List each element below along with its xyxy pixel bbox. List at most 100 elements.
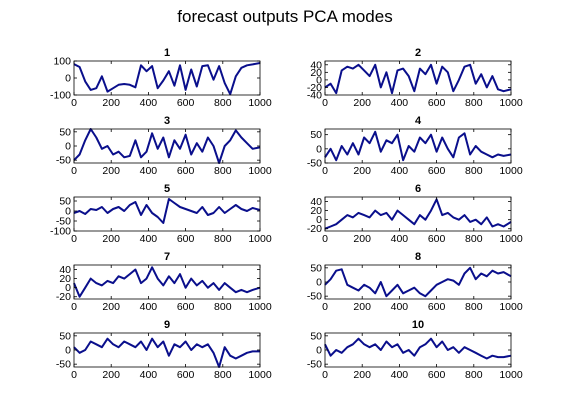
axes-box xyxy=(73,128,261,164)
x-tick-label: 0 xyxy=(322,165,328,177)
y-tick-label: -20 xyxy=(307,82,322,94)
x-tick-label: 0 xyxy=(71,233,77,245)
x-tick-label: 800 xyxy=(465,369,483,381)
x-tick-label: 800 xyxy=(214,369,232,381)
y-tick-label: 50 xyxy=(59,330,71,342)
x-tick-label: 1000 xyxy=(248,301,272,313)
x-tick-label: 1000 xyxy=(248,97,272,109)
series-line xyxy=(324,130,512,162)
x-tick-label: 200 xyxy=(102,97,120,109)
x-tick-label: 0 xyxy=(71,369,77,381)
x-tick-label: 400 xyxy=(391,301,409,313)
y-tick-label: 50 xyxy=(310,330,322,342)
y-tick-label: 50 xyxy=(59,196,71,208)
x-tick-label: 800 xyxy=(465,165,483,177)
x-tick-label: 200 xyxy=(353,369,371,381)
x-tick-label: 0 xyxy=(322,97,328,109)
axes-box xyxy=(73,196,261,232)
y-tick-label: 40 xyxy=(310,196,322,208)
axes-box xyxy=(73,264,261,300)
x-tick-label: 800 xyxy=(214,165,232,177)
subplot-title: 4 xyxy=(415,115,422,127)
x-tick-label: 0 xyxy=(322,369,328,381)
x-tick-label: 600 xyxy=(177,233,195,245)
x-tick-label: 1000 xyxy=(499,97,523,109)
x-tick-label: 800 xyxy=(214,301,232,313)
subplot-title: 10 xyxy=(412,319,424,331)
x-tick-label: 1000 xyxy=(499,233,523,245)
series-line xyxy=(73,62,261,96)
subplot-title: 1 xyxy=(164,47,170,59)
x-tick-label: 600 xyxy=(177,165,195,177)
subplot-title: 8 xyxy=(415,251,421,263)
x-tick-label: 400 xyxy=(391,233,409,245)
x-tick-label: 400 xyxy=(140,369,158,381)
series-line xyxy=(324,198,512,230)
x-tick-label: 600 xyxy=(177,301,195,313)
y-tick-label: -20 xyxy=(307,223,322,235)
x-tick-label: 600 xyxy=(428,165,446,177)
y-tick-label: 0 xyxy=(316,277,322,289)
x-tick-label: 800 xyxy=(465,97,483,109)
axes-box xyxy=(324,196,512,232)
y-tick-label: -50 xyxy=(56,359,71,371)
y-tick-label: 50 xyxy=(310,262,322,274)
x-tick-label: 200 xyxy=(102,369,120,381)
x-tick-label: 600 xyxy=(428,369,446,381)
x-tick-label: 400 xyxy=(391,97,409,109)
x-tick-label: 1000 xyxy=(499,165,523,177)
x-tick-label: 0 xyxy=(322,233,328,245)
figure-title: forecast outputs PCA modes xyxy=(177,7,392,26)
series-line xyxy=(73,128,261,164)
y-tick-label: 0 xyxy=(65,141,71,153)
series-line xyxy=(324,266,512,298)
axes-box xyxy=(324,128,512,164)
x-tick-label: 400 xyxy=(391,165,409,177)
y-tick-label: 50 xyxy=(59,126,71,138)
series-line xyxy=(73,337,260,368)
x-tick-label: 400 xyxy=(140,97,158,109)
y-tick-label: -50 xyxy=(56,155,71,167)
y-tick-label: 0 xyxy=(65,282,71,294)
y-tick-label: -50 xyxy=(307,158,322,170)
x-tick-label: 200 xyxy=(353,97,371,109)
y-tick-label: -100 xyxy=(50,226,71,238)
y-tick-label: 0 xyxy=(316,345,322,357)
x-tick-label: 600 xyxy=(428,233,446,245)
x-tick-label: 800 xyxy=(214,97,232,109)
axes-box xyxy=(324,60,512,96)
y-tick-label: 20 xyxy=(310,205,322,217)
x-tick-label: 1000 xyxy=(499,301,523,313)
x-tick-label: 1000 xyxy=(499,369,523,381)
x-tick-label: 200 xyxy=(353,165,371,177)
x-tick-label: 1000 xyxy=(248,165,272,177)
x-tick-label: 400 xyxy=(391,369,409,381)
y-tick-label: 0 xyxy=(316,74,322,86)
y-tick-label: 0 xyxy=(65,206,71,218)
series-line xyxy=(73,266,261,298)
x-tick-label: 600 xyxy=(428,97,446,109)
y-tick-label: 0 xyxy=(65,345,71,357)
x-tick-label: 1000 xyxy=(248,233,272,245)
y-tick-label: 20 xyxy=(59,273,71,285)
x-tick-label: 1000 xyxy=(248,369,272,381)
x-tick-label: 200 xyxy=(102,301,120,313)
x-tick-label: 200 xyxy=(102,233,120,245)
x-tick-label: 600 xyxy=(428,301,446,313)
x-tick-label: 200 xyxy=(353,301,371,313)
y-tick-label: 0 xyxy=(65,73,71,85)
subplot-title: 3 xyxy=(164,115,170,127)
x-tick-label: 800 xyxy=(465,233,483,245)
x-tick-label: 0 xyxy=(71,97,77,109)
